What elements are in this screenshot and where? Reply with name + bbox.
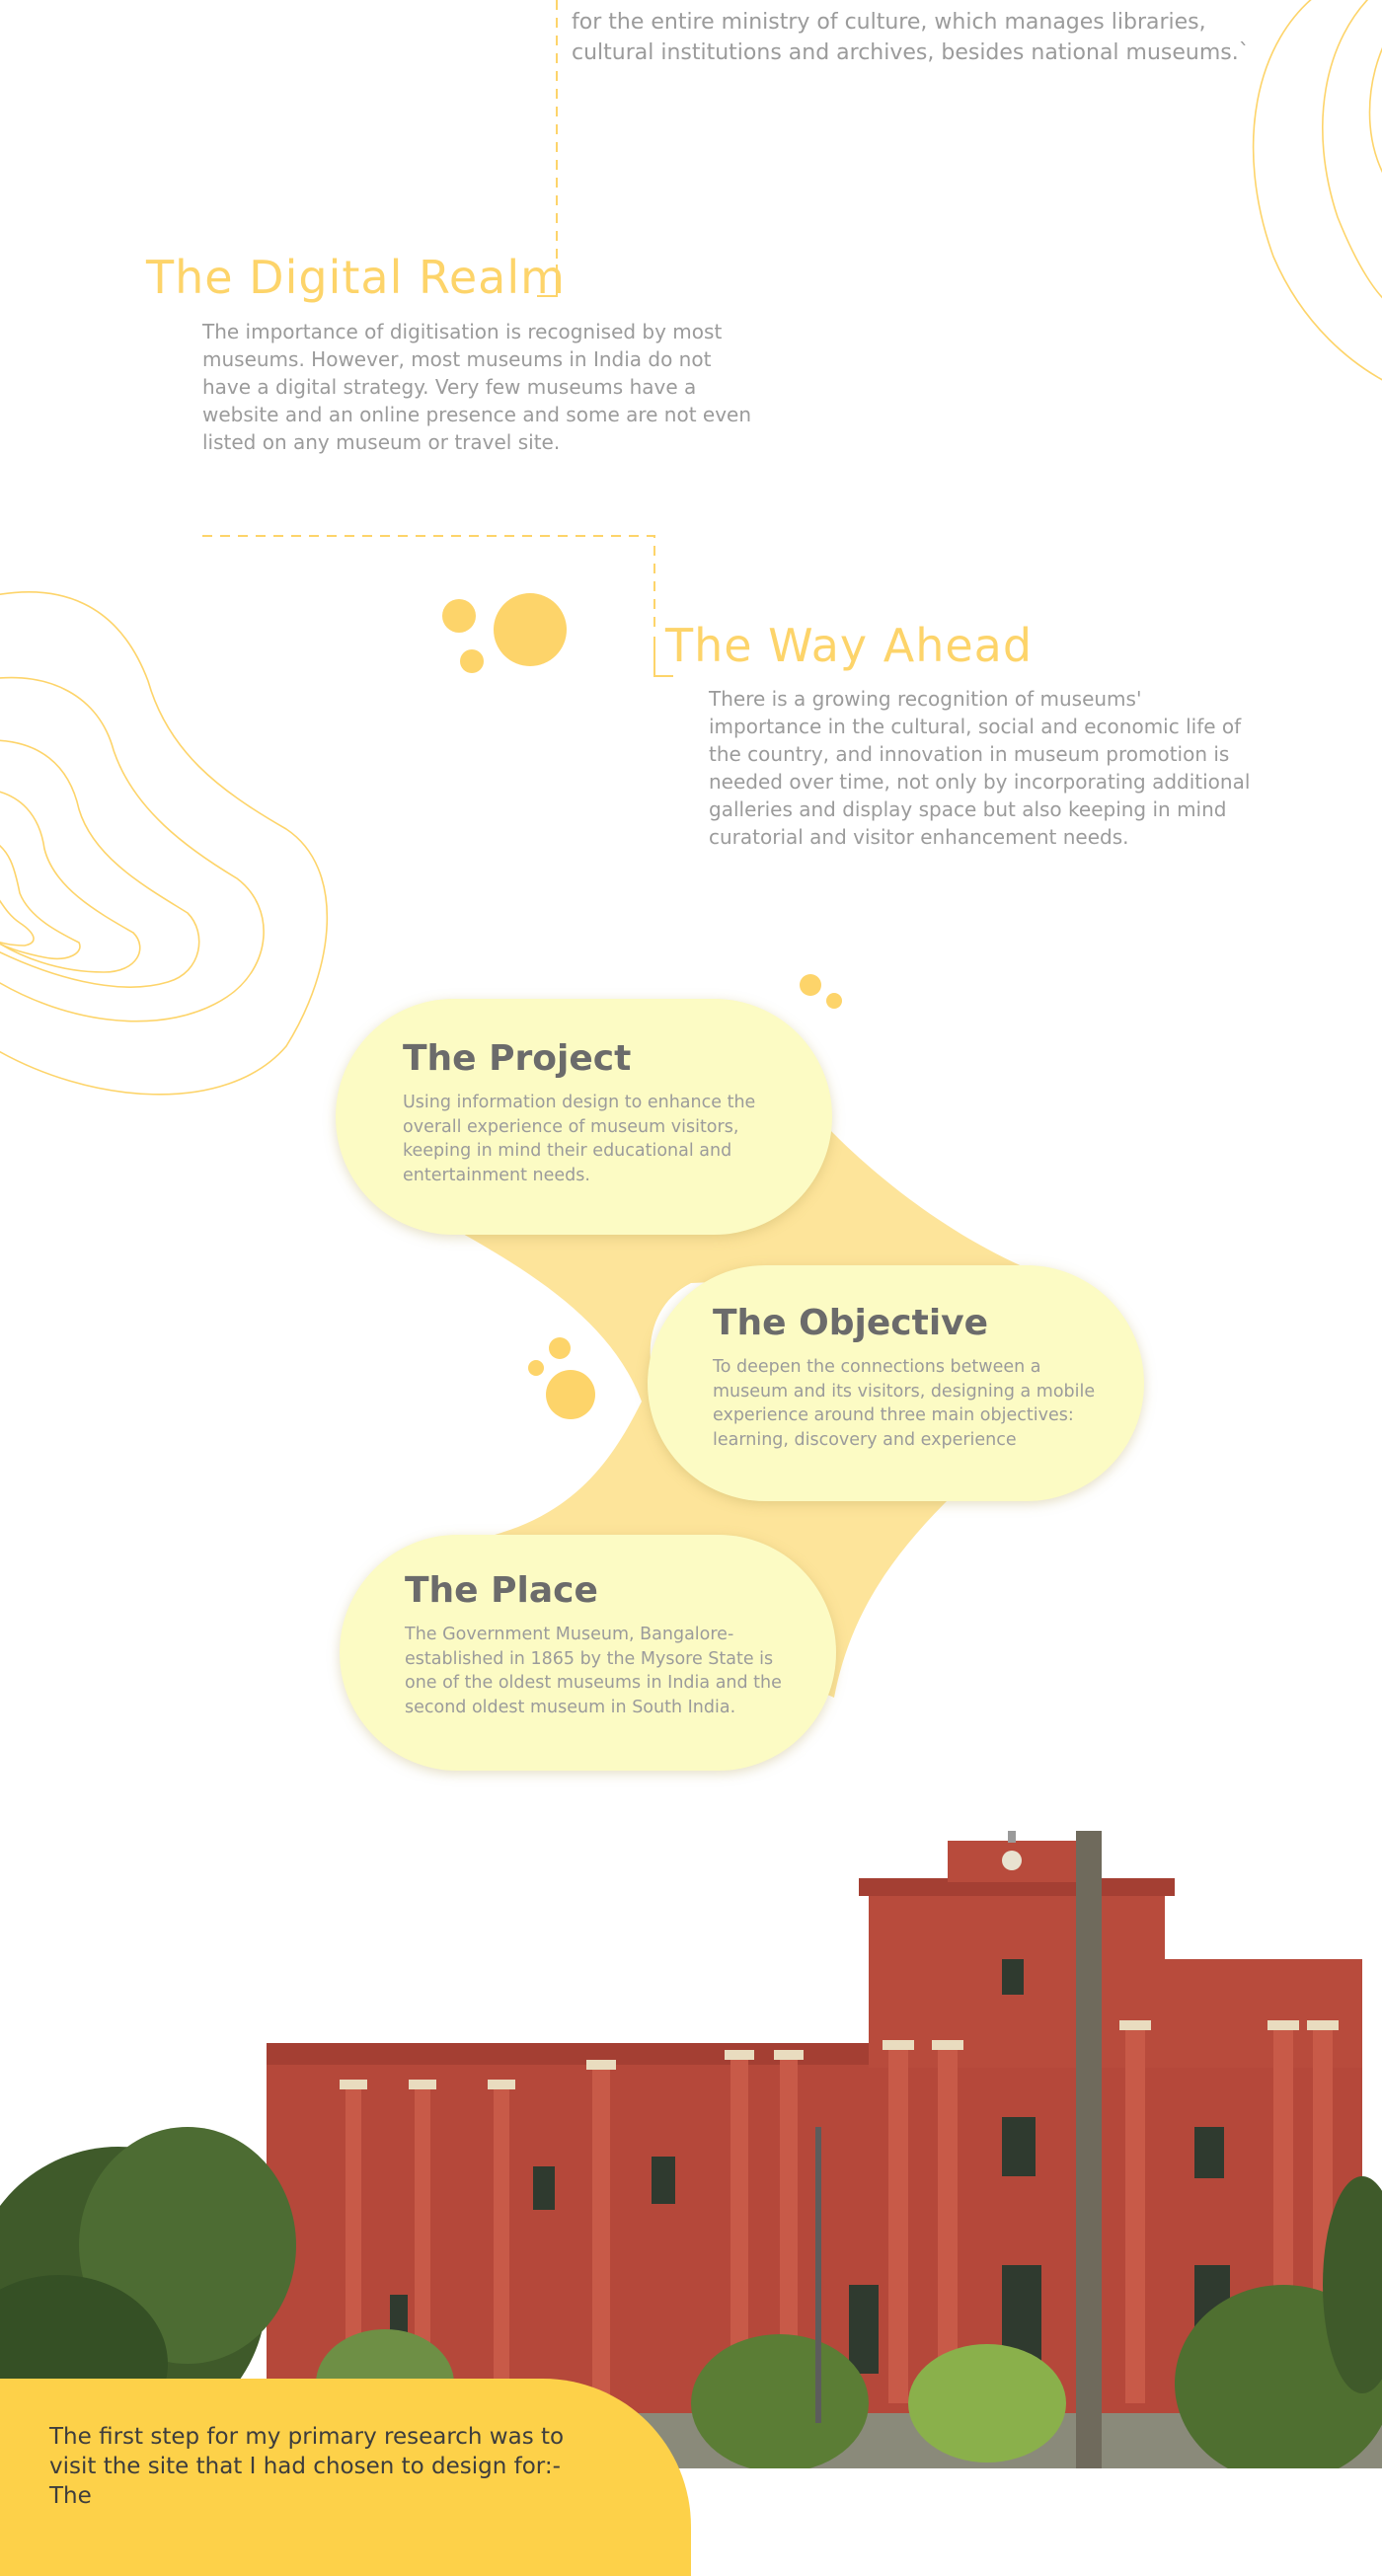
card-place-body: The Government Museum, Bangalore- establ… (405, 1625, 782, 1717)
dot-cluster-project (800, 974, 842, 1009)
dot-cluster-objective (528, 1337, 595, 1419)
bracket-way-ahead (653, 637, 673, 677)
way-ahead-body: There is a growing recognition of museum… (709, 687, 1251, 849)
palm-trunk (1076, 1831, 1102, 2468)
card-project-title: The Project (403, 1038, 632, 1079)
contour-lines-left (0, 591, 329, 1096)
intro-text-line-2: cultural institutions and archives, besi… (572, 40, 1250, 65)
card-the-place: The Place The Government Museum, Bangalo… (340, 1535, 836, 1771)
bottom-research-text: The first step for my primary research w… (49, 2424, 565, 2509)
bracket-digital-realm (537, 265, 558, 297)
card-the-objective: The Objective To deepen the connections … (648, 1265, 1144, 1501)
card-project-body: Using information design to enhance the … (403, 1093, 756, 1185)
digital-realm-body: The importance of digitisation is recogn… (202, 320, 752, 454)
card-the-project: The Project Using information design to … (336, 999, 832, 1235)
way-ahead-title: The Way Ahead (665, 619, 1034, 672)
intro-text-line-1: for the entire ministry of culture, whic… (572, 10, 1206, 35)
card-place-title: The Place (405, 1570, 598, 1611)
lamp-post (815, 2127, 821, 2423)
museum-photo (0, 1831, 1382, 2468)
card-objective-title: The Objective (713, 1303, 989, 1343)
contour-arcs-top-right (1252, 0, 1382, 381)
dashed-connector-2 (202, 535, 655, 632)
digital-realm-title: The Digital Realm (146, 251, 566, 304)
card-objective-body: To deepen the connections between a muse… (713, 1357, 1096, 1450)
dot-cluster-way-ahead (442, 593, 567, 673)
